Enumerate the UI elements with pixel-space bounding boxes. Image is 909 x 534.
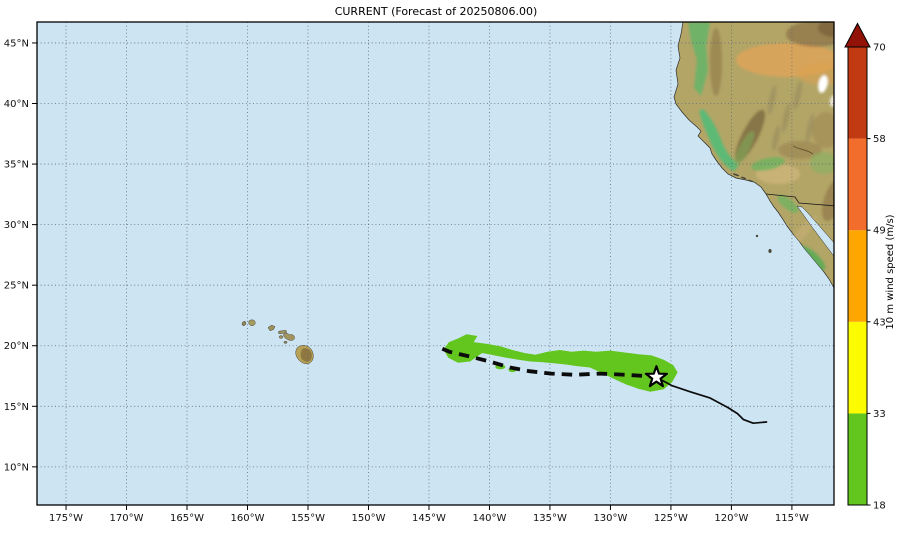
x-tick-label: 140°W: [472, 513, 506, 524]
x-tick-label: 115°W: [775, 513, 809, 524]
colorbar-tick-label: 18: [873, 501, 886, 512]
x-tick-label: 160°W: [231, 513, 265, 524]
island-niihau: [241, 321, 247, 326]
island-kahoolawe: [283, 340, 288, 344]
colorbar-tick-label: 49: [873, 226, 886, 237]
y-axis: 45°N 40°N 35°N 30°N 25°N 20°N 15°N 10°N: [4, 38, 37, 473]
x-tick-label: 165°W: [170, 513, 204, 524]
hawaiian-islands: [241, 319, 314, 364]
colorado-river: [792, 145, 814, 155]
wind-swath: [443, 334, 678, 392]
y-tick-label: 15°N: [4, 402, 29, 413]
x-tick-label: 125°W: [654, 513, 688, 524]
offshore-islands: [733, 173, 772, 253]
plot-frame: [36, 21, 835, 506]
colorbar-tick-label: 33: [873, 409, 886, 420]
colorbar-segment: [848, 47, 867, 139]
terrain-shading: [688, 22, 834, 271]
colorbar-tick-label: 58: [873, 134, 886, 145]
y-tick-label: 45°N: [4, 38, 29, 49]
colorbar-segment: [848, 321, 867, 414]
x-tick-label: 150°W: [351, 513, 385, 524]
graticule: [37, 22, 834, 505]
current-position-star: [644, 365, 668, 388]
colorbar-extend-arrow: [844, 22, 871, 48]
colorbar-tick-label: 43: [873, 317, 886, 328]
track-history-line: [655, 376, 768, 425]
north-america-landmass: [673, 22, 834, 290]
map-area: [37, 22, 834, 505]
x-tick-label: 135°W: [533, 513, 567, 524]
x-tick-label: 175°W: [49, 513, 83, 524]
x-tick-label: 170°W: [110, 513, 144, 524]
y-tick-label: 40°N: [4, 99, 29, 110]
x-tick-label: 120°W: [714, 513, 748, 524]
us-mexico-border: [765, 193, 834, 207]
chart-title: CURRENT (Forecast of 20250806.00): [335, 5, 538, 18]
x-tick-label: 145°W: [412, 513, 446, 524]
x-tick-label: 155°W: [291, 513, 325, 524]
island-lanai: [278, 335, 284, 339]
colorbar-border: [847, 46, 868, 506]
y-tick-label: 35°N: [4, 160, 29, 171]
x-tick-label: 130°W: [593, 513, 627, 524]
colorbar-segment: [848, 413, 867, 505]
great-salt-lake: [818, 75, 828, 93]
island-maui: [283, 333, 295, 341]
colorbar-segment: [848, 138, 867, 231]
y-tick-label: 20°N: [4, 341, 29, 352]
island-kauai: [248, 319, 256, 326]
x-axis: 175°W 170°W 165°W 160°W 155°W 150°W 145°W 140°W…: [49, 505, 809, 524]
island-molokai: [278, 330, 287, 334]
track-forecast-line: [441, 347, 657, 380]
island-oahu: [267, 324, 276, 332]
storm-track-layer: [441, 347, 768, 425]
colorbar-label: 10 m wind speed (m/s): [885, 214, 896, 329]
y-tick-label: 10°N: [4, 462, 29, 473]
y-tick-label: 25°N: [4, 281, 29, 292]
colorbar: 18 33 43 49 58 70: [844, 22, 886, 512]
gulf-of-california: [796, 205, 834, 257]
colorbar-segment: [848, 230, 867, 322]
y-tick-label: 30°N: [4, 220, 29, 231]
colorbar-tick-label: 70: [873, 43, 886, 54]
